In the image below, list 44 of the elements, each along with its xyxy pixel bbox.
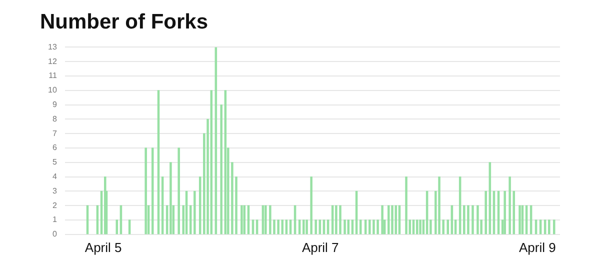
bar — [220, 104, 222, 234]
bar — [394, 205, 397, 234]
bar — [194, 190, 196, 234]
y-tick-label: 0 — [52, 230, 58, 239]
bar — [277, 220, 280, 234]
bar — [344, 220, 346, 234]
bar — [170, 162, 172, 234]
bar — [484, 190, 487, 234]
y-tick-label: 4 — [52, 172, 58, 182]
y-tick-label: 8 — [52, 114, 58, 124]
y-tick-label: 6 — [52, 143, 58, 152]
y-tick-label: 9 — [52, 100, 58, 110]
bar — [405, 176, 408, 234]
bar — [264, 205, 267, 234]
bar — [178, 148, 180, 234]
y-tick-label: 11 — [48, 71, 58, 80]
y-tick-label: 2 — [52, 200, 58, 210]
bar — [339, 205, 342, 234]
bar — [240, 205, 243, 234]
y-tick-label: 13 — [48, 42, 58, 52]
y-tick-label: 5 — [52, 158, 58, 167]
bar — [476, 205, 479, 234]
y-tick-label: 10 — [48, 86, 58, 95]
y-tick-label: 7 — [52, 128, 58, 138]
bar — [310, 176, 312, 234]
bar — [419, 220, 422, 234]
bar — [306, 220, 308, 234]
bar — [391, 205, 394, 234]
bar — [302, 220, 305, 234]
bar — [335, 205, 338, 234]
x-tick-label: April 5 — [84, 240, 122, 255]
y-tick-label: 1 — [52, 215, 58, 224]
bar — [388, 205, 390, 234]
bar — [548, 220, 550, 234]
y-tick-label: 12 — [48, 56, 58, 66]
x-tick-label: April 9 — [518, 240, 556, 255]
x-tick-label: April 7 — [302, 240, 339, 255]
bar — [416, 220, 418, 234]
bar — [314, 220, 317, 234]
bar — [144, 148, 147, 234]
y-tick-label: 3 — [52, 186, 58, 196]
bar — [269, 205, 272, 234]
bar — [518, 205, 521, 234]
chart-title: Number of Forks — [40, 10, 208, 34]
